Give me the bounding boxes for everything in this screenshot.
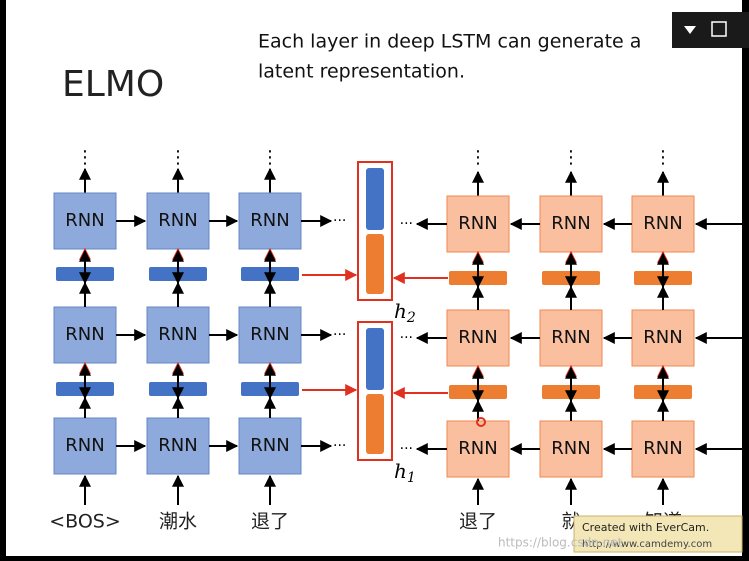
rnn-label: RNN [551,438,590,459]
ellipsis: ⋮ [654,147,672,168]
input-label: 退了 [251,511,289,533]
description-line: latent representation. [258,61,465,83]
rnn-cell [631,309,695,367]
rnn-cell [146,306,210,364]
rnn-cell [238,306,302,364]
backward-half [366,234,384,294]
elmo-diagram: <BOS> ⋮ RNN RNN RNN 潮水 ⋮ RNN RNN RNN 退了 ⋮ RNN ··· RNN ·… [49,147,745,533]
watermark-text: Created with EverCam. [582,521,709,534]
title: ELMO [62,64,164,105]
dots: ··· [400,330,413,346]
rnn-label: RNN [65,324,104,345]
rnn-label: RNN [643,213,682,234]
rnn-cell [446,195,510,253]
rnn-label: RNN [643,438,682,459]
rnn-cell [146,417,210,475]
rnn-cell [53,192,117,250]
backward-half [366,394,384,454]
forward-half [366,328,384,390]
rnn-label: RNN [458,327,497,348]
watermark-box [573,515,743,553]
rnn-label: RNN [250,324,289,345]
input-label: 潮水 [159,511,197,533]
dots: ··· [400,216,413,232]
ellipsis: ⋮ [261,147,279,168]
input-label: <BOS> [49,511,121,533]
rnn-label: RNN [458,438,497,459]
ellipsis: ⋮ [169,147,187,168]
rnn-label: RNN [551,213,590,234]
dots: ··· [333,438,346,454]
input-label: 退了 [459,511,497,533]
description-line: Each layer in deep LSTM can generate a [258,31,641,53]
h-base: h [394,299,407,323]
rnn-cell [631,195,695,253]
dots: ··· [400,441,413,457]
forward-half [366,168,384,230]
h-label: h2 [394,299,416,327]
rnn-label: RNN [250,210,289,231]
rnn-label: RNN [551,327,590,348]
h-base: h [394,459,407,483]
dots: ··· [333,213,346,229]
h-sub: 1 [407,470,416,486]
rnn-label: RNN [158,324,197,345]
blog-watermark: https://blog.csdn.net [498,536,623,550]
rnn-label: RNN [65,210,104,231]
rnn-label: RNN [643,327,682,348]
ellipsis: ⋮ [76,147,94,168]
rnn-cell [446,420,510,478]
rnn-cell [238,417,302,475]
video-controls[interactable] [672,12,749,48]
rnn-cell [238,192,302,250]
rnn-label: RNN [158,435,197,456]
rnn-label: RNN [250,435,289,456]
rnn-cell [631,420,695,478]
watermark-url: http://www.camdemy.com [582,539,712,550]
rnn-label: RNN [458,213,497,234]
popout-icon[interactable] [711,21,727,37]
h-sub: 2 [406,310,416,326]
rnn-label: RNN [158,210,197,231]
rnn-cell [53,417,117,475]
ellipsis: ⋮ [469,147,487,168]
dots: ··· [333,327,346,343]
rnn-cell [146,192,210,250]
rnn-label: RNN [65,435,104,456]
h-label: h1 [394,459,416,487]
dropdown-icon[interactable] [684,26,696,34]
rnn-cell [539,420,603,478]
cursor-marker [476,417,486,427]
ellipsis: ⋮ [562,147,580,168]
